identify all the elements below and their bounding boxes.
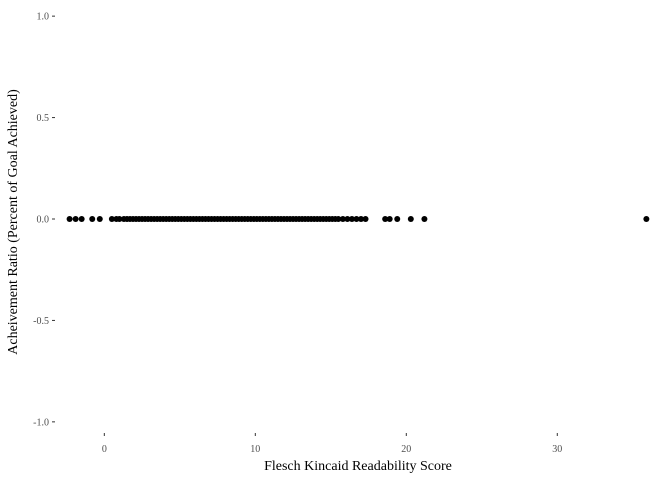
data-point — [421, 216, 428, 222]
x-tick-label: 10 — [250, 444, 260, 455]
y-tick-label: 0.5 — [37, 113, 50, 124]
x-tick-label: 30 — [552, 444, 562, 455]
data-point — [66, 216, 73, 222]
data-point — [643, 216, 650, 222]
data-point — [89, 216, 96, 222]
data-point — [344, 216, 351, 222]
x-axis-title: Flesch Kincaid Readability Score — [264, 459, 452, 474]
data-point — [353, 216, 360, 222]
y-tick-label: -0.5 — [33, 316, 49, 327]
data-point — [78, 216, 85, 222]
y-axis-title: Acheivement Ratio (Percent of Goal Achie… — [6, 89, 21, 355]
data-point — [96, 216, 103, 222]
x-tick-label: 0 — [102, 444, 107, 455]
data-points — [66, 216, 650, 222]
x-tick-label: 20 — [401, 444, 411, 455]
data-point — [358, 216, 364, 222]
y-axis: 1.0 0.5 0.0 -0.5 -1.0 — [33, 12, 55, 428]
data-point — [362, 216, 369, 222]
data-point — [339, 216, 346, 222]
y-tick-label: -1.0 — [33, 417, 49, 428]
data-point — [116, 216, 123, 222]
data-point — [407, 216, 414, 222]
data-point — [394, 216, 401, 222]
data-point — [348, 216, 355, 222]
data-point — [382, 216, 389, 222]
data-point — [72, 216, 79, 222]
x-axis: 0 10 20 30 — [102, 433, 562, 455]
y-tick-label: 1.0 — [37, 12, 50, 23]
data-point — [108, 216, 115, 222]
data-point — [386, 216, 393, 222]
y-tick-label: 0.0 — [37, 215, 50, 226]
data-point — [335, 216, 342, 222]
